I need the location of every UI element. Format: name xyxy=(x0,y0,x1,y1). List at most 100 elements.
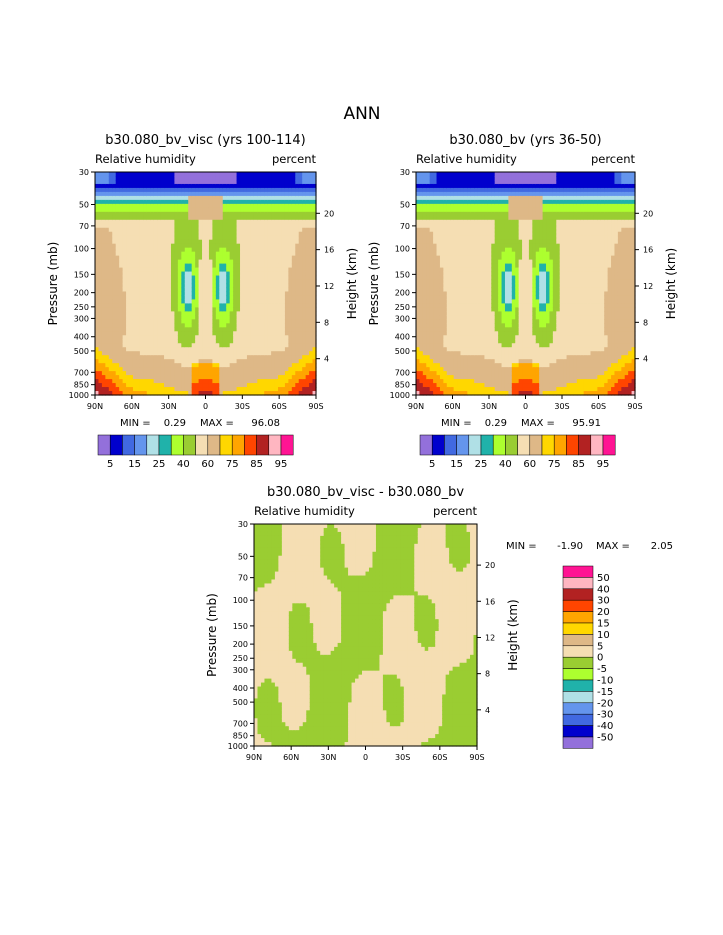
contour-cell xyxy=(215,223,220,229)
contour-cell xyxy=(446,172,451,177)
contour-cell xyxy=(474,359,479,364)
contour-cell xyxy=(481,379,486,384)
contour-cell xyxy=(278,187,283,193)
contour-cell xyxy=(281,172,286,177)
contour-cell xyxy=(108,307,113,312)
contour-cell xyxy=(260,271,265,277)
contour-cell xyxy=(191,219,196,225)
contour-cell xyxy=(132,251,138,257)
contour-cell xyxy=(481,327,486,332)
contour-cell xyxy=(450,175,455,181)
contour-cell xyxy=(481,271,486,277)
contour-cell xyxy=(250,299,255,305)
contour-cell xyxy=(191,303,196,308)
contour-cell xyxy=(98,195,103,201)
contour-cell xyxy=(219,243,224,249)
contour-cell xyxy=(298,227,303,233)
contour-cell xyxy=(460,231,465,237)
contour-cell xyxy=(309,383,314,388)
contour-cell xyxy=(174,315,179,320)
contour-cell xyxy=(146,187,151,193)
contour-cell xyxy=(243,347,248,352)
contour-cell xyxy=(146,239,151,245)
contour-cell xyxy=(233,391,238,396)
contour-cell xyxy=(208,172,214,177)
contour-cell xyxy=(278,251,283,257)
contour-cell xyxy=(98,311,103,316)
contour-cell xyxy=(160,287,165,293)
contour-cell xyxy=(170,339,176,344)
contour-cell xyxy=(278,335,283,340)
contour-cell xyxy=(264,191,269,197)
contour-cell xyxy=(95,195,100,201)
contour-cell xyxy=(491,387,496,392)
contour-cell xyxy=(236,299,241,305)
contour-cell xyxy=(253,179,258,185)
contour-cell xyxy=(305,379,310,384)
contour-cell xyxy=(191,223,196,229)
contour-cell xyxy=(226,243,231,249)
contour-cell xyxy=(288,311,293,316)
contour-cell xyxy=(198,231,203,237)
contour-cell xyxy=(439,351,444,356)
contour-cell xyxy=(112,311,117,316)
contour-cell xyxy=(208,195,214,201)
contour-cell xyxy=(453,207,458,213)
contour-cell xyxy=(463,203,468,209)
contour-cell xyxy=(219,295,224,301)
contour-cell xyxy=(288,331,293,336)
contour-cell xyxy=(477,383,482,388)
contour-cell xyxy=(281,383,286,388)
contour-cell xyxy=(274,187,279,193)
contour-cell xyxy=(105,183,110,189)
contour-cell xyxy=(267,259,272,265)
contour-cell xyxy=(305,239,310,245)
contour-cell xyxy=(284,299,289,305)
contour-cell xyxy=(243,235,248,241)
contour-cell xyxy=(291,387,296,392)
contour-cell xyxy=(195,299,200,305)
contour-cell xyxy=(284,279,289,285)
contour-cell xyxy=(208,255,214,261)
contour-cell xyxy=(205,227,210,233)
contour-cell xyxy=(443,179,448,185)
contour-cell xyxy=(226,319,231,324)
contour-cell xyxy=(267,219,272,225)
contour-cell xyxy=(278,391,283,396)
contour-cell xyxy=(240,219,245,225)
contour-cell xyxy=(487,335,492,340)
contour-cell xyxy=(422,172,427,177)
contour-cell xyxy=(236,295,241,301)
contour-cell xyxy=(491,283,496,289)
contour-cell xyxy=(422,267,427,273)
contour-cell xyxy=(243,319,248,324)
contour-cell xyxy=(457,379,462,384)
contour-cell xyxy=(267,223,272,229)
contour-cell xyxy=(98,219,103,225)
contour-cell xyxy=(295,191,300,197)
contour-cell xyxy=(439,199,444,205)
contour-cell xyxy=(312,383,317,388)
contour-cell xyxy=(195,371,200,376)
contour-cell xyxy=(139,323,144,328)
contour-cell xyxy=(439,327,444,332)
contour-cell xyxy=(146,351,151,356)
contour-cell xyxy=(278,227,283,233)
contour-cell xyxy=(246,383,251,388)
contour-cell xyxy=(463,239,468,245)
contour-cell xyxy=(226,235,231,241)
contour-cell xyxy=(188,207,193,213)
contour-cell xyxy=(426,199,431,205)
contour-cell xyxy=(136,319,141,324)
contour-cell xyxy=(309,275,314,281)
contour-cell xyxy=(474,287,479,293)
contour-cell xyxy=(295,259,300,265)
contour-cell xyxy=(202,275,207,281)
contour-cell xyxy=(188,219,193,225)
contour-cell xyxy=(250,383,255,388)
contour-cell xyxy=(222,347,227,352)
legend-swatch xyxy=(231,434,245,456)
contour-cell xyxy=(208,227,214,233)
contour-cell xyxy=(205,235,210,241)
contour-cell xyxy=(463,172,468,177)
